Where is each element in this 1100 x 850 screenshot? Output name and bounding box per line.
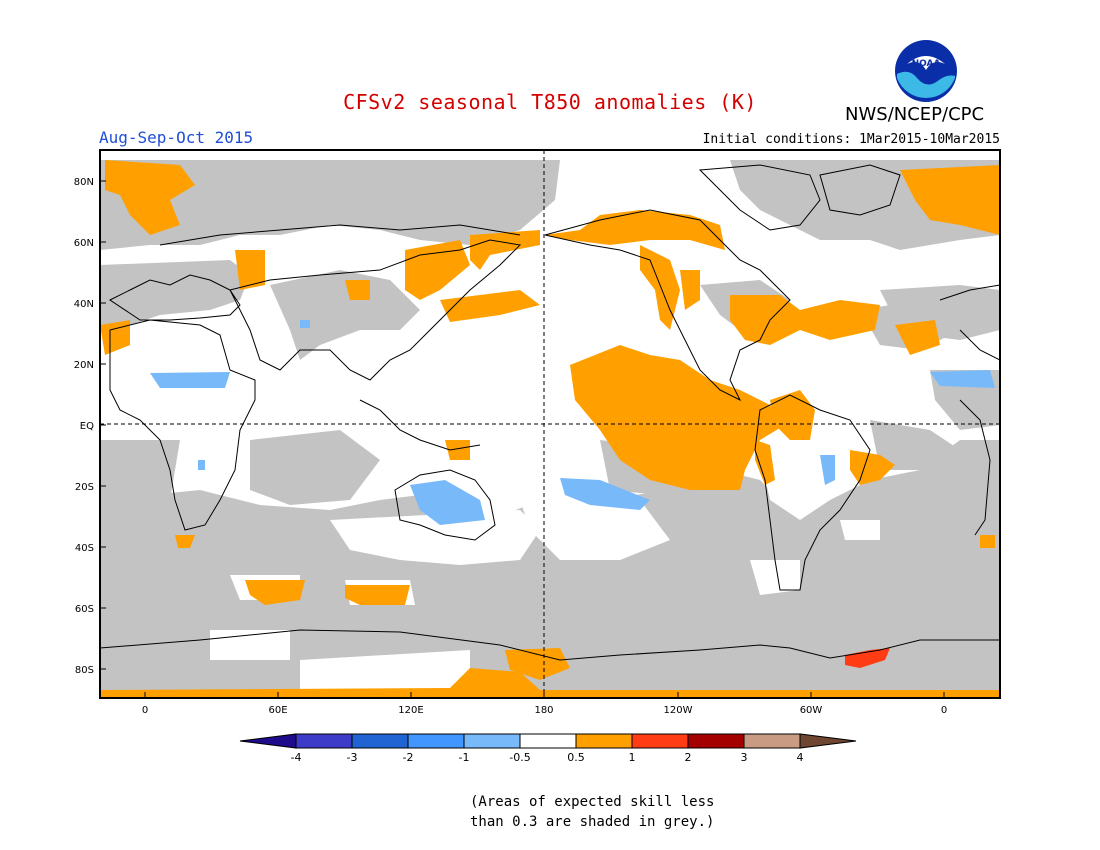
colorbar-swatch: [407, 733, 465, 749]
colorbar-swatch: [575, 733, 633, 749]
lat-label: 60S: [75, 604, 94, 615]
skill-note: (Areas of expected skill less than 0.3 a…: [470, 792, 714, 832]
latitude-axis: 80N 60N 40N 20N EQ 20S 40S 60S 80S: [74, 177, 106, 676]
lat-label: 20S: [75, 482, 94, 493]
lat-label: 80N: [74, 177, 94, 188]
initial-conditions: Initial conditions: 1Mar2015-10Mar2015: [703, 132, 1000, 147]
lon-label: 180: [534, 705, 553, 716]
colorbar-swatch: [799, 733, 857, 749]
cool-anomaly-neg1-to-neg0.5: [150, 320, 995, 525]
skill-note-line1: (Areas of expected skill less: [470, 794, 715, 810]
longitude-axis: 0 60E 120E 180 120W 60W 0: [142, 692, 947, 716]
lon-label: 120W: [664, 705, 693, 716]
season-label: Aug-Sep-Oct 2015: [99, 128, 254, 147]
colorbar-label: -3: [347, 751, 358, 764]
skill-note-line2: than 0.3 are shaded in grey.): [470, 814, 715, 830]
map-frame: [99, 149, 1001, 699]
lat-label: EQ: [80, 421, 94, 432]
noaa-logo-text: NOAA: [912, 59, 941, 69]
colorbar-label: -4: [291, 751, 302, 764]
lon-label: 60W: [800, 705, 823, 716]
map-field: [100, 150, 1000, 698]
lat-label: 60N: [74, 238, 94, 249]
organization-label: NWS/NCEP/CPC: [845, 104, 985, 125]
colorbar-swatch: [239, 733, 297, 749]
colorbar-label: -1: [459, 751, 470, 764]
lon-label: 120E: [398, 705, 423, 716]
colorbar-label: 1: [629, 751, 636, 764]
colorbar-swatch: [519, 733, 577, 749]
colorbar-swatch: [687, 733, 745, 749]
grid-dashed: [100, 150, 1000, 698]
lon-label: 0: [941, 705, 947, 716]
warm-anomaly-1-to-2: [845, 648, 890, 668]
lon-label: 60E: [268, 705, 287, 716]
lon-label: 0: [142, 705, 148, 716]
colorbar-swatch: [463, 733, 521, 749]
colorbar-label: 0.5: [567, 751, 585, 764]
initial-conditions-label: Initial conditions:: [702, 132, 852, 147]
colorbar-swatch: [295, 733, 353, 749]
map-title: CFSv2 seasonal T850 anomalies (K): [343, 90, 757, 114]
colorbar-label: 4: [797, 751, 804, 764]
colorbar-label: 2: [685, 751, 692, 764]
noaa-logo: NOAA: [895, 40, 957, 102]
lat-label: 80S: [75, 665, 94, 676]
initial-conditions-value: 1Mar2015-10Mar2015: [859, 132, 1000, 147]
colorbar-label: 3: [741, 751, 748, 764]
coastlines: [100, 164, 1000, 661]
colorbar-label: -2: [403, 751, 414, 764]
warm-anomaly-0.5-to-1: [100, 160, 1000, 698]
colorbar-swatch: [743, 733, 801, 749]
colorbar-swatch: [351, 733, 409, 749]
colorbar: -4 -3 -2 -1 -0.5 0.5 1 2 3 4: [239, 733, 857, 764]
colorbar-swatch: [631, 733, 689, 749]
lat-label: 40N: [74, 299, 94, 310]
lat-label: 20N: [74, 360, 94, 371]
colorbar-label: -0.5: [509, 751, 530, 764]
lat-label: 40S: [75, 543, 94, 554]
